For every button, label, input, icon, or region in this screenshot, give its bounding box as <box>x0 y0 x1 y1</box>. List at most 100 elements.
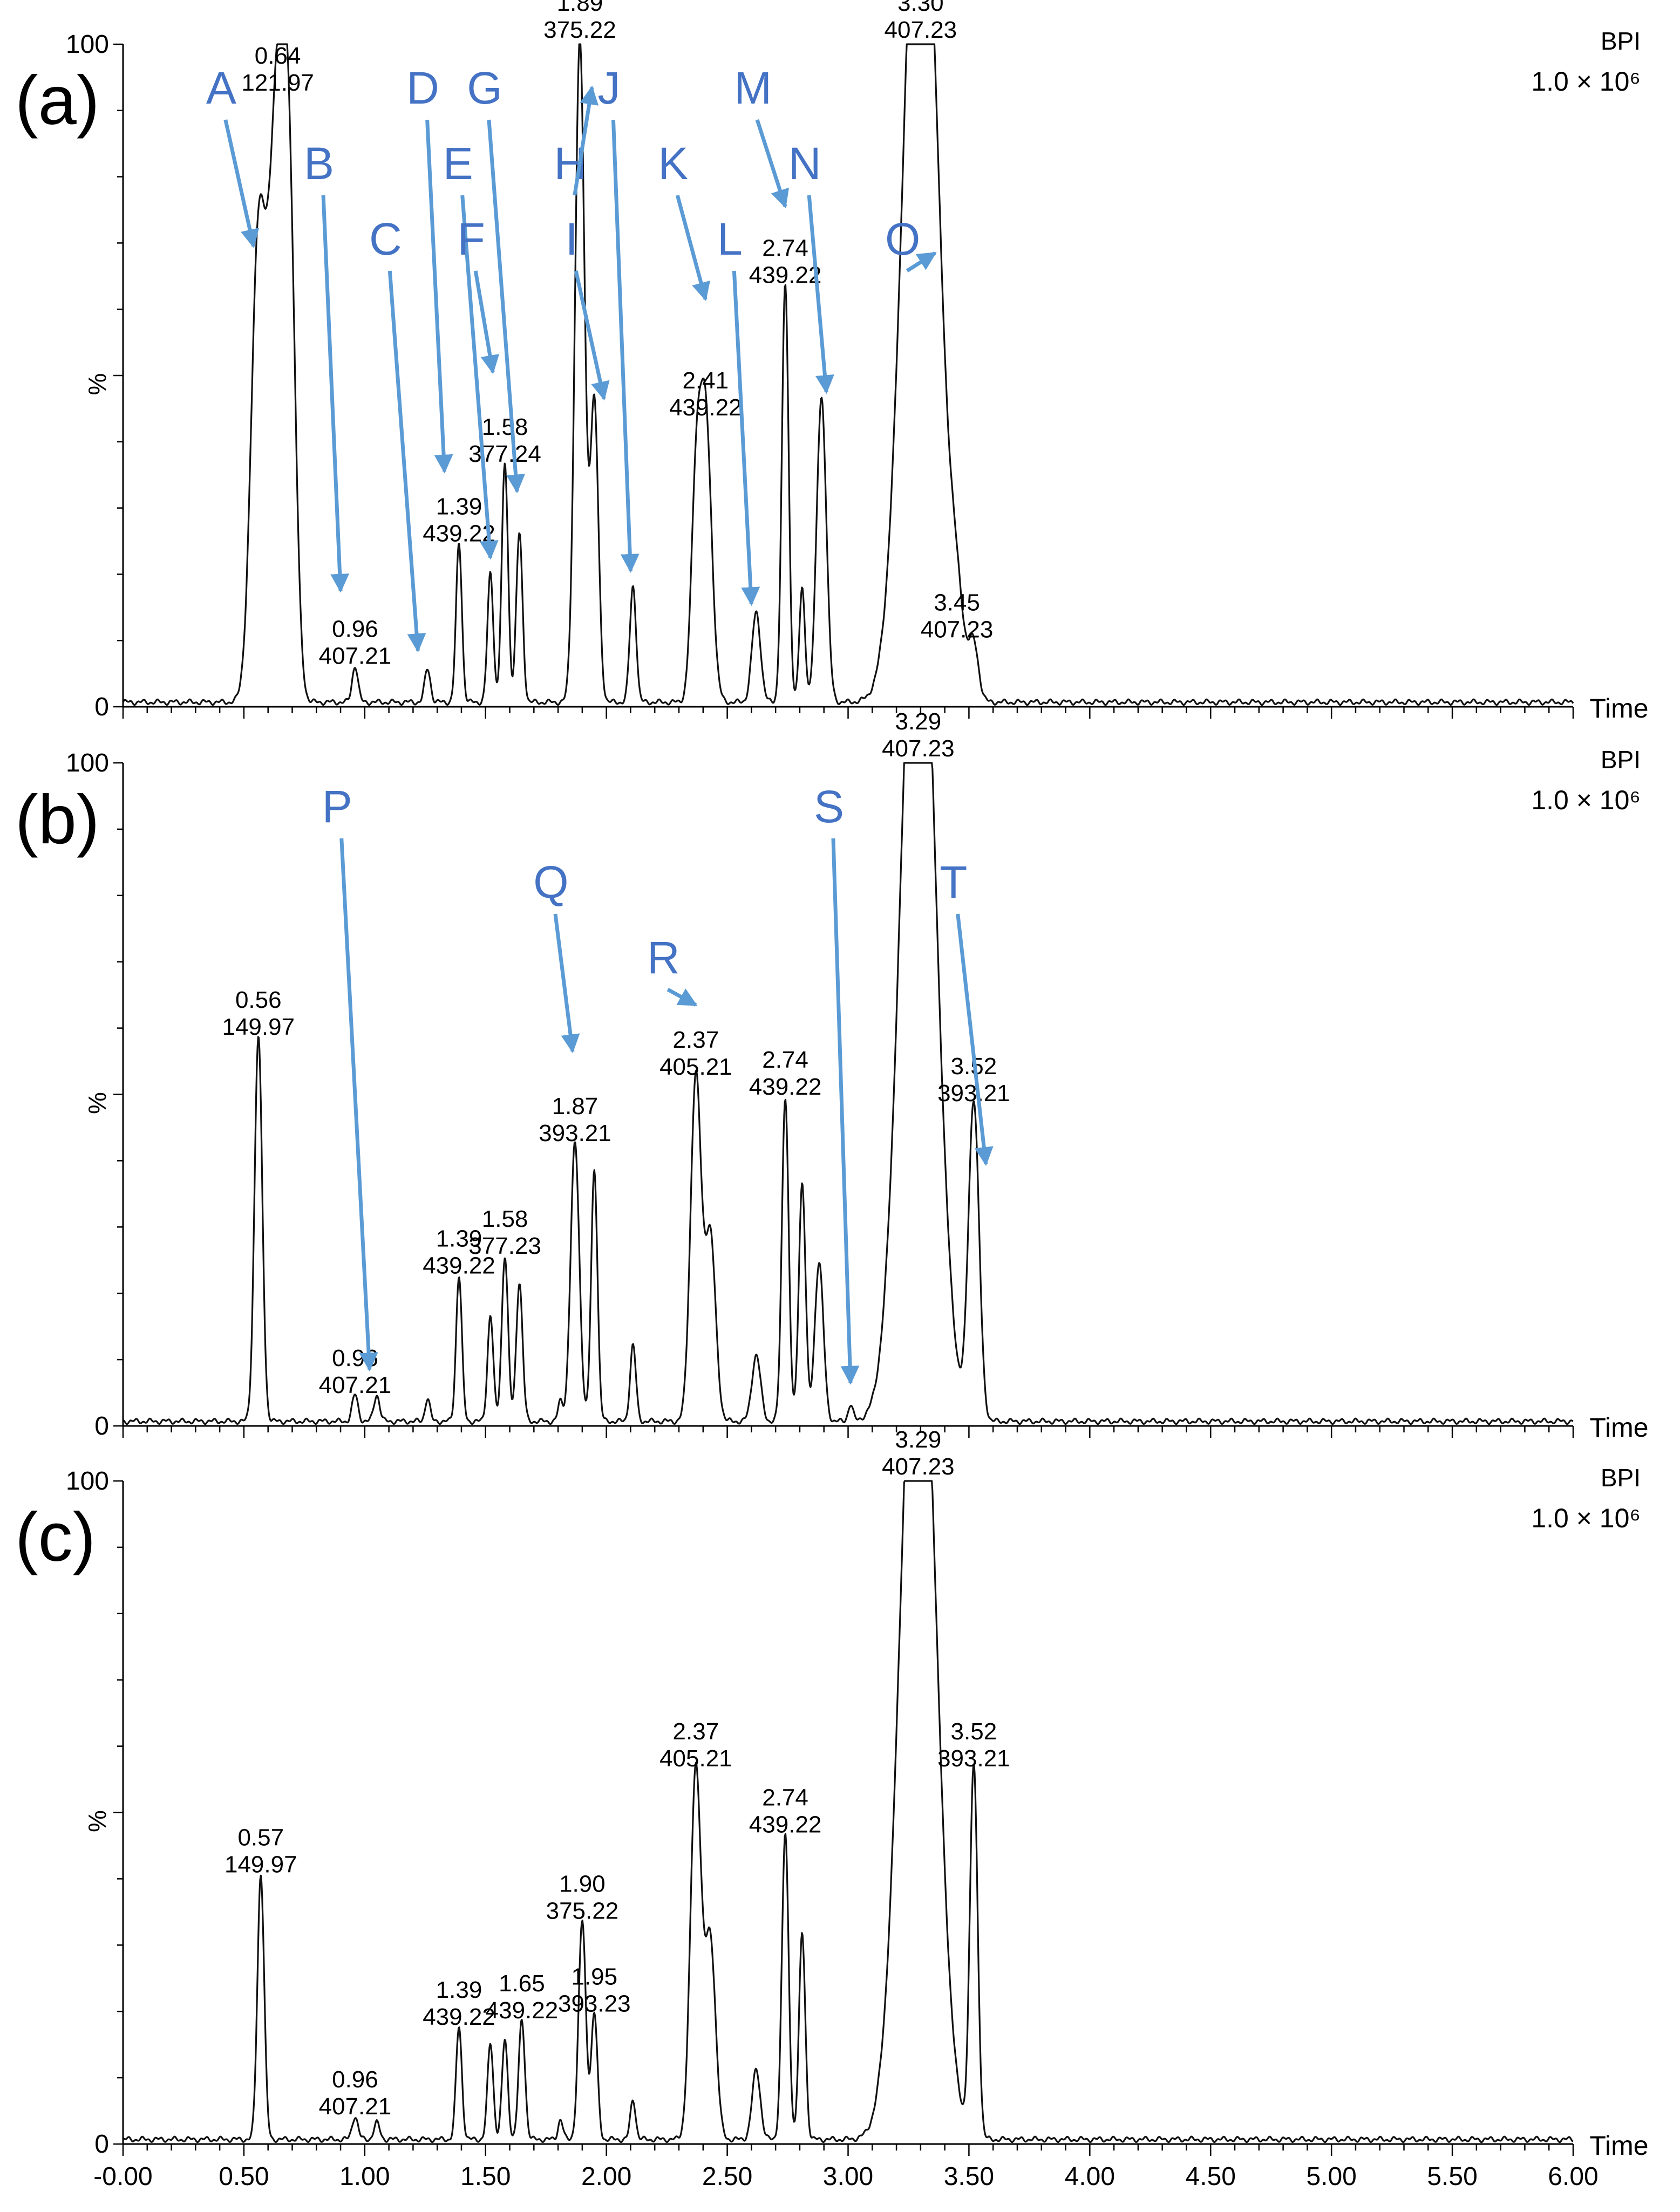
annotation-arrow <box>573 85 599 196</box>
annotation-arrow <box>755 119 790 209</box>
x-tick-label: 2.00 <box>581 2162 631 2191</box>
annotation-Q: Q <box>533 857 580 1054</box>
peak-retention-time: 2.37 <box>673 1027 719 1053</box>
peak-mz: 377.24 <box>468 441 541 467</box>
panel-3: 100 0% -0.00 0.50 1.00 1.50 2.00 2.50 3.00 3.50 4.… <box>15 1426 1649 2191</box>
annotation-K: K <box>658 138 710 302</box>
peak-retention-time: 2.74 <box>762 1785 808 1811</box>
intensity-scale-label: 1.0 × 10⁶ <box>1531 785 1641 815</box>
annotation-letter: E <box>443 138 473 189</box>
annotation-letter: B <box>304 138 334 189</box>
annotation-letter: A <box>206 63 236 113</box>
annotation-arrow <box>425 119 453 474</box>
trace-type-label: BPI <box>1601 746 1641 774</box>
x-axis-label: Time <box>1589 693 1648 723</box>
panel-label: (a) <box>15 62 99 139</box>
annotation-arrow <box>487 119 526 494</box>
y-axis-unit: % <box>83 1092 111 1114</box>
peak-mz: 439.22 <box>486 1997 559 2024</box>
peak-mz: 121.97 <box>241 70 314 96</box>
peak-mz: 393.21 <box>937 1080 1010 1107</box>
annotation-H: H <box>554 85 599 196</box>
peak-mz: 407.21 <box>319 1372 392 1398</box>
annotation-letter: N <box>788 138 821 189</box>
x-axis-label: Time <box>1589 1412 1648 1443</box>
annotation-arrow <box>956 913 994 1166</box>
peak-retention-time: 1.87 <box>552 1093 598 1119</box>
y-tick-label-bottom: 0 <box>94 1412 109 1440</box>
annotation-arrow <box>473 270 500 374</box>
trace-type-label: BPI <box>1601 1464 1641 1492</box>
peak-retention-time: 2.74 <box>762 235 808 261</box>
peak-mz: 439.22 <box>423 1253 495 1279</box>
peak-retention-time: 1.39 <box>436 1977 482 2003</box>
chromatogram-trace <box>123 1480 1574 2143</box>
annotation-B: B <box>304 138 350 593</box>
annotation-arrow <box>321 195 350 593</box>
annotation-arrow <box>906 251 937 272</box>
peak-mz: 393.21 <box>937 1745 1010 1772</box>
annotation-letter: I <box>566 214 578 264</box>
y-tick-label-bottom: 0 <box>94 693 109 721</box>
peak-retention-time: 0.57 <box>237 1824 284 1851</box>
peak-mz: 375.22 <box>546 1897 619 1924</box>
annotation-D: D <box>406 63 453 474</box>
annotation-P: P <box>322 781 378 1372</box>
chromatogram-trace <box>123 762 1574 1425</box>
annotation-letter: G <box>467 63 502 113</box>
chromatogram-trace <box>122 43 1574 706</box>
y-tick-label-top: 100 <box>66 30 109 59</box>
annotation-R: R <box>647 932 698 1007</box>
annotation-arrow <box>732 270 760 606</box>
x-tick-label: 0.50 <box>219 2162 269 2191</box>
peak-retention-time: 3.45 <box>934 589 980 616</box>
annotation-A: A <box>206 63 260 249</box>
peak-retention-time: 2.41 <box>682 367 729 394</box>
annotation-arrow <box>831 838 860 1385</box>
peak-mz: 439.22 <box>749 1812 822 1838</box>
peak-retention-time: 1.58 <box>482 1206 528 1232</box>
annotation-letter: M <box>734 63 772 113</box>
annotation-arrow <box>675 195 710 302</box>
x-axis-label: Time <box>1589 2131 1648 2161</box>
peak-mz: 405.21 <box>659 1745 732 1772</box>
peak-retention-time: 2.74 <box>762 1047 808 1073</box>
y-tick-label-top: 100 <box>66 749 109 777</box>
annotation-J: J <box>597 63 640 573</box>
peak-mz: 439.22 <box>749 262 822 288</box>
peak-retention-time: 1.89 <box>557 0 603 16</box>
annotation-letter: R <box>647 932 680 983</box>
peak-mz: 407.23 <box>882 735 955 762</box>
peak-mz: 439.22 <box>749 1074 822 1100</box>
annotation-letter: K <box>658 138 688 189</box>
annotation-letter: J <box>597 63 620 113</box>
peak-retention-time: 3.30 <box>897 0 944 16</box>
peak-mz: 393.21 <box>539 1120 611 1146</box>
peak-mz: 149.97 <box>222 1014 295 1040</box>
annotation-letter: P <box>322 781 352 832</box>
annotation-letter: S <box>814 781 844 832</box>
annotation-T: T <box>940 857 994 1166</box>
x-tick-label: 4.00 <box>1065 2162 1115 2191</box>
peak-retention-time: 0.64 <box>255 43 301 69</box>
x-tick-label: 5.00 <box>1306 2162 1356 2191</box>
peak-mz: 407.23 <box>921 616 994 643</box>
panel-label: (b) <box>15 781 99 858</box>
x-tick-label: 1.00 <box>339 2162 390 2191</box>
annotation-N: N <box>788 138 834 394</box>
x-tick-label: 5.50 <box>1427 2162 1477 2191</box>
peak-retention-time: 1.90 <box>559 1870 606 1897</box>
